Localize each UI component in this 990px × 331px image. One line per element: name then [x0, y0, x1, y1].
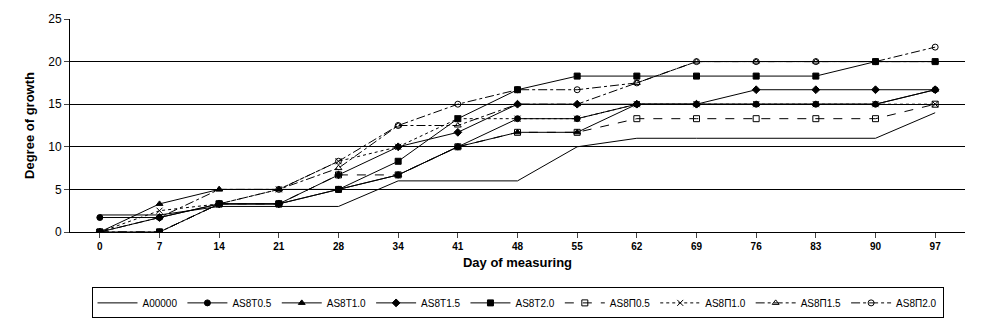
svg-text:34: 34: [393, 241, 405, 252]
svg-text:76: 76: [751, 241, 763, 252]
svg-text:AS8T0.5: AS8T0.5: [232, 298, 271, 309]
svg-text:97: 97: [930, 241, 942, 252]
svg-text:55: 55: [572, 241, 584, 252]
svg-text:Degree of growth: Degree of growth: [22, 72, 37, 179]
svg-text:AS8T2.0: AS8T2.0: [515, 298, 554, 309]
svg-text:28: 28: [333, 241, 345, 252]
svg-text:69: 69: [691, 241, 703, 252]
svg-text:48: 48: [512, 241, 524, 252]
svg-text:90: 90: [870, 241, 882, 252]
svg-text:20: 20: [48, 55, 62, 69]
svg-text:21: 21: [273, 241, 285, 252]
svg-text:0: 0: [97, 241, 103, 252]
svg-text:AS8П1.0: AS8П1.0: [705, 298, 745, 309]
svg-text:5: 5: [55, 183, 62, 197]
svg-text:25: 25: [48, 12, 62, 26]
svg-text:AS8П2.0: AS8П2.0: [896, 298, 936, 309]
svg-text:62: 62: [631, 241, 643, 252]
svg-text:7: 7: [157, 241, 163, 252]
svg-text:10: 10: [48, 140, 62, 154]
svg-text:14: 14: [214, 241, 226, 252]
svg-text:A00000: A00000: [143, 298, 178, 309]
svg-text:AS8T1.5: AS8T1.5: [421, 298, 460, 309]
svg-text:Day of measuring: Day of measuring: [463, 255, 572, 270]
svg-text:AS8T1.0: AS8T1.0: [327, 298, 366, 309]
svg-text:AS8П1.5: AS8П1.5: [801, 298, 841, 309]
svg-text:41: 41: [452, 241, 464, 252]
svg-text:AS8П0.5: AS8П0.5: [610, 298, 650, 309]
svg-text:0: 0: [55, 225, 62, 239]
svg-text:15: 15: [48, 97, 62, 111]
svg-text:83: 83: [810, 241, 822, 252]
